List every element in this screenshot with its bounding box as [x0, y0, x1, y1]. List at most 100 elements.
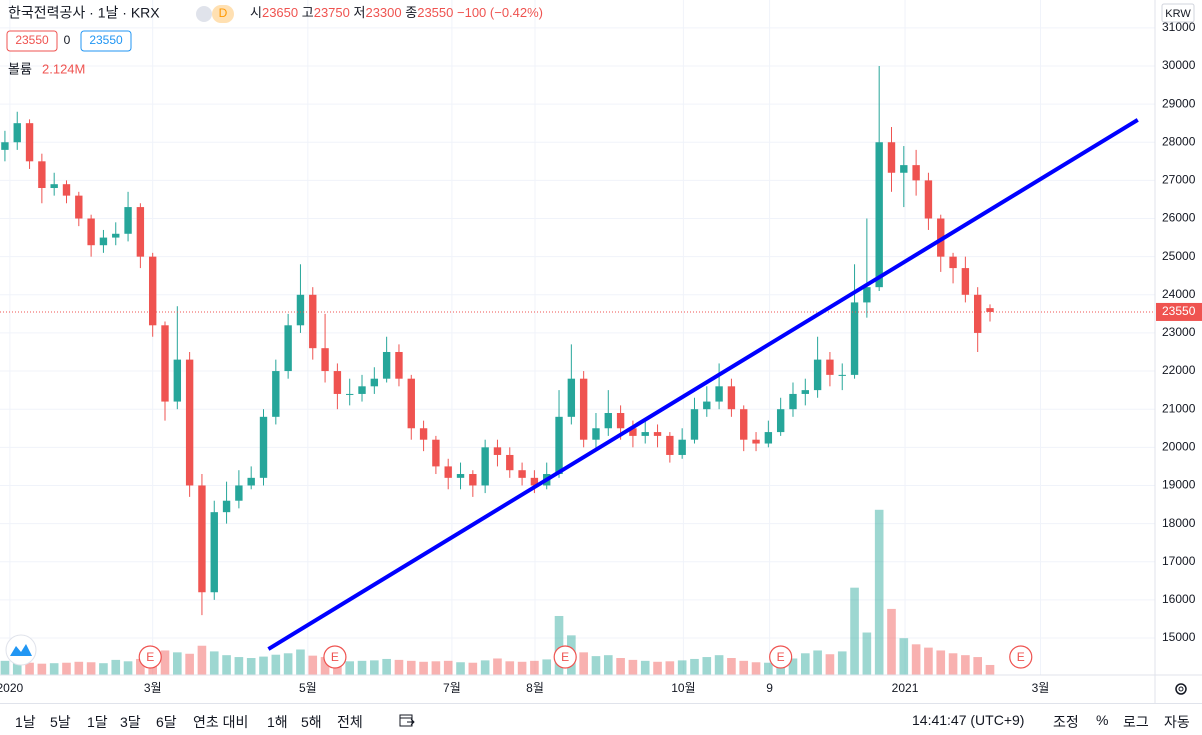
candle-body: [395, 351, 403, 379]
change: −100 (−0.42%): [457, 5, 543, 20]
ask: 23550: [89, 33, 123, 47]
volume-bar: [406, 660, 416, 675]
option-button[interactable]: 로그: [1123, 714, 1149, 730]
currency: KRW: [1165, 8, 1191, 20]
x-tick-label: 2021: [892, 681, 919, 695]
volume-bar: [554, 615, 564, 675]
volume-bar: [37, 663, 47, 675]
event-label: E: [331, 650, 339, 664]
y-tick-label: 21000: [1162, 401, 1196, 415]
volume-bar: [665, 661, 675, 675]
candle-body: [924, 180, 933, 219]
currency-box[interactable]: [1161, 3, 1195, 23]
clock: 14:41:47 (UTC+9): [912, 712, 1025, 728]
candle-body: [481, 447, 489, 486]
candle-body: [592, 428, 600, 440]
volume-bar: [517, 661, 527, 675]
candle-body: [346, 393, 354, 395]
volume-bar: [603, 655, 613, 675]
volume-layer: [0, 509, 995, 675]
candle-body: [838, 374, 846, 376]
candle-body: [555, 416, 563, 475]
candle-body: [38, 161, 46, 189]
candle-body: [272, 371, 280, 417]
candle-body: [161, 325, 169, 402]
candle-body: [358, 386, 366, 394]
range-button[interactable]: 5날: [50, 714, 71, 730]
option-button[interactable]: 자동: [1164, 714, 1190, 730]
volume-bar: [825, 654, 835, 675]
candle-body: [789, 393, 797, 410]
y-tick-label: 31000: [1162, 20, 1196, 34]
candle-body: [124, 207, 132, 234]
candle-body: [518, 470, 526, 478]
settings-icon[interactable]: [1175, 683, 1187, 695]
event-marker: [323, 645, 347, 669]
volume-bar: [370, 660, 379, 675]
candle-body: [690, 409, 699, 440]
option-button[interactable]: 조정: [1053, 714, 1079, 730]
goto-date-icon[interactable]: [398, 712, 416, 728]
range-button[interactable]: 1해: [267, 714, 288, 730]
volume-bar: [0, 660, 10, 675]
y-tick-label: 30000: [1162, 58, 1196, 72]
interval-badge: D: [219, 6, 228, 20]
candle-body: [198, 485, 206, 593]
ohlc-label: 시: [250, 5, 262, 20]
candle-body: [776, 409, 785, 433]
candle-body: [432, 439, 440, 467]
option-button[interactable]: %: [1096, 712, 1109, 728]
range-button[interactable]: 연초 대비: [193, 714, 249, 730]
volume-bar: [197, 645, 207, 675]
y-tick-label: 15000: [1162, 630, 1196, 644]
volume-bar: [480, 660, 490, 675]
y-tick-label: 25000: [1162, 249, 1196, 263]
candle-body: [321, 348, 329, 372]
volume-bar: [308, 655, 318, 675]
volume-bar: [111, 659, 121, 675]
logo[interactable]: [5, 634, 37, 666]
volume-bar: [74, 661, 84, 675]
candle-body: [740, 409, 748, 440]
ohlc-label: 종: [405, 5, 417, 20]
volume-bar: [739, 660, 749, 675]
candle-body: [370, 378, 379, 387]
x-tick-label: 3월: [144, 681, 162, 695]
candle-body: [961, 268, 970, 295]
candle-body: [912, 165, 920, 181]
range-button[interactable]: 3달: [120, 714, 141, 730]
volume-bar: [296, 649, 305, 675]
range-button[interactable]: 전체: [337, 714, 363, 730]
candle-body: [25, 123, 34, 162]
volume-bar: [973, 657, 982, 675]
bid: 23550: [15, 33, 49, 47]
volume-bar: [936, 650, 946, 675]
bid-box[interactable]: [6, 30, 58, 52]
range-button[interactable]: 5해: [301, 714, 322, 730]
volume-bar: [850, 587, 859, 675]
spread: 0: [64, 33, 71, 47]
candle-body: [309, 294, 317, 349]
range-button[interactable]: 1날: [15, 714, 36, 730]
volume-bar: [887, 608, 896, 675]
event-label: E: [1017, 650, 1025, 664]
x-tick-label: 2020: [0, 681, 24, 695]
range-button[interactable]: 6달: [156, 714, 177, 730]
range-button[interactable]: 1달: [87, 714, 108, 730]
ask-box[interactable]: [80, 30, 132, 52]
volume-bar: [493, 658, 502, 675]
ohlc-value: 23300: [365, 5, 401, 20]
candle-body: [444, 466, 452, 478]
candle-body: [752, 439, 760, 444]
candle-body: [530, 477, 539, 486]
candle-body: [629, 428, 637, 436]
volume-bar: [899, 638, 909, 675]
badge-bg: [196, 6, 212, 22]
volume-bar: [874, 509, 884, 675]
event-marker: [1009, 645, 1033, 669]
candle-body: [887, 142, 896, 173]
volume-bar: [443, 660, 453, 675]
volume-bar: [727, 658, 736, 675]
x-tick-label: 8월: [526, 681, 544, 695]
